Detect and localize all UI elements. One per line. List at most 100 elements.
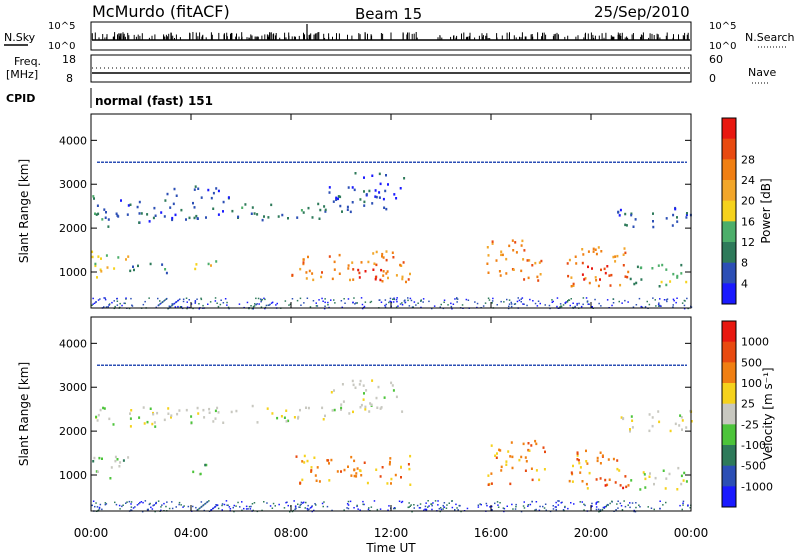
power-ground-cell	[537, 300, 540, 302]
velocity-cell	[490, 472, 493, 475]
velocity-ground-cell	[606, 503, 609, 506]
velocity-ground-cell	[300, 501, 303, 504]
power-ground-cell	[644, 306, 647, 308]
power-ground-cell	[268, 304, 270, 306]
power-ground-cell	[378, 299, 380, 301]
power-cell	[346, 205, 349, 209]
velocity-cell	[170, 416, 172, 419]
power-cell	[521, 239, 524, 243]
velocity-ground-cell	[454, 509, 456, 511]
power-cell	[323, 205, 326, 208]
power-cell	[672, 272, 675, 276]
power-ground-cell	[194, 300, 197, 302]
velocity-cell	[680, 474, 683, 478]
power-cell	[499, 274, 502, 277]
power-ground-cell	[352, 301, 354, 304]
velocity-ground-cell	[545, 509, 547, 511]
power-cell	[657, 264, 660, 267]
velocity-ground-cell	[148, 503, 151, 506]
velocity-cell	[576, 458, 579, 461]
velocity-ground-cell	[689, 507, 691, 509]
power-cell	[138, 200, 141, 204]
power-cell	[324, 208, 327, 212]
power-ground-cell	[496, 304, 498, 306]
power-cell	[403, 177, 406, 180]
velocity-cell	[365, 389, 368, 392]
power-cell	[383, 206, 386, 209]
velocity-cell	[498, 448, 501, 452]
power-ground-cell	[420, 306, 422, 309]
power-cell	[680, 263, 683, 267]
power-ytick-label: 3000	[59, 178, 87, 191]
power-cell	[194, 185, 197, 188]
power-ground-cell	[544, 304, 546, 306]
power-ground-cell	[260, 306, 263, 308]
velocity-ground-cell	[634, 510, 637, 513]
power-cell	[627, 270, 630, 274]
power-cell	[335, 196, 338, 200]
power-cell	[581, 273, 584, 276]
velocity-cell	[490, 482, 493, 485]
velocity-ground-cell	[278, 503, 280, 506]
velocity-ground-cell	[91, 504, 93, 507]
velocity-ground-cell	[442, 504, 444, 507]
power-region	[231, 202, 327, 222]
velocity-ground-cell	[418, 507, 421, 509]
velocity-cell	[96, 419, 99, 422]
velocity-ground-cell	[595, 506, 598, 508]
power-cell	[636, 265, 639, 269]
power-ground-cell	[621, 302, 623, 304]
velocity-ground-cell	[315, 504, 317, 506]
power-cell	[302, 258, 305, 261]
velocity-cell	[102, 406, 105, 410]
power-ground-cell	[672, 304, 674, 306]
power-ground-cell	[385, 303, 387, 306]
power-cell	[371, 174, 374, 177]
velocity-ground-cell	[659, 500, 661, 502]
velocity-cell	[630, 415, 633, 418]
power-y-ticks: 1000 2000 3000 4000	[59, 134, 691, 279]
power-cell	[523, 278, 526, 281]
power-cell	[346, 208, 349, 211]
velocity-ytick-label: 2000	[59, 425, 87, 438]
power-ground-cell	[600, 305, 602, 307]
power-ground-cell	[354, 303, 356, 305]
velocity-cell	[386, 482, 389, 485]
power-ground-cell	[198, 308, 200, 310]
power-ground-cell	[591, 306, 593, 308]
power-cell	[207, 262, 210, 266]
velocity-cell	[336, 470, 339, 473]
power-cell	[171, 218, 174, 222]
velocity-ground-cell	[157, 500, 160, 502]
power-ground-cell	[284, 300, 287, 302]
velocity-ground-cell	[299, 504, 301, 506]
power-ground-cell	[516, 300, 519, 303]
power-cell	[92, 195, 95, 198]
velocity-cell	[101, 457, 103, 460]
power-ground-cell	[632, 306, 635, 308]
power-ground-cell	[396, 297, 398, 299]
velocity-ground-cell	[263, 501, 265, 503]
power-ground-cell	[97, 299, 100, 301]
velocity-ground-cell	[455, 503, 457, 506]
velocity-ground-cell	[443, 506, 446, 508]
power-ground-cell	[570, 298, 572, 300]
power-ground-cell	[216, 302, 218, 304]
power-cell	[633, 282, 636, 286]
velocity-cell	[689, 409, 692, 413]
velocity-cell	[664, 487, 667, 490]
velocity-cell	[677, 466, 680, 470]
velocity-cell	[622, 486, 625, 490]
power-colorbar-segment	[722, 221, 736, 243]
power-cell	[152, 216, 155, 220]
power-cell	[592, 250, 595, 253]
power-cell	[520, 269, 523, 273]
power-ground-cell	[681, 302, 684, 304]
power-ground-cell	[103, 306, 105, 308]
velocity-ground-cell	[226, 504, 228, 506]
velocity-ground-cell	[245, 508, 248, 510]
velocity-ground-cell	[583, 509, 585, 511]
velocity-cell	[350, 474, 353, 477]
power-ground-cell	[291, 298, 294, 300]
power-ground-cell	[264, 307, 266, 310]
